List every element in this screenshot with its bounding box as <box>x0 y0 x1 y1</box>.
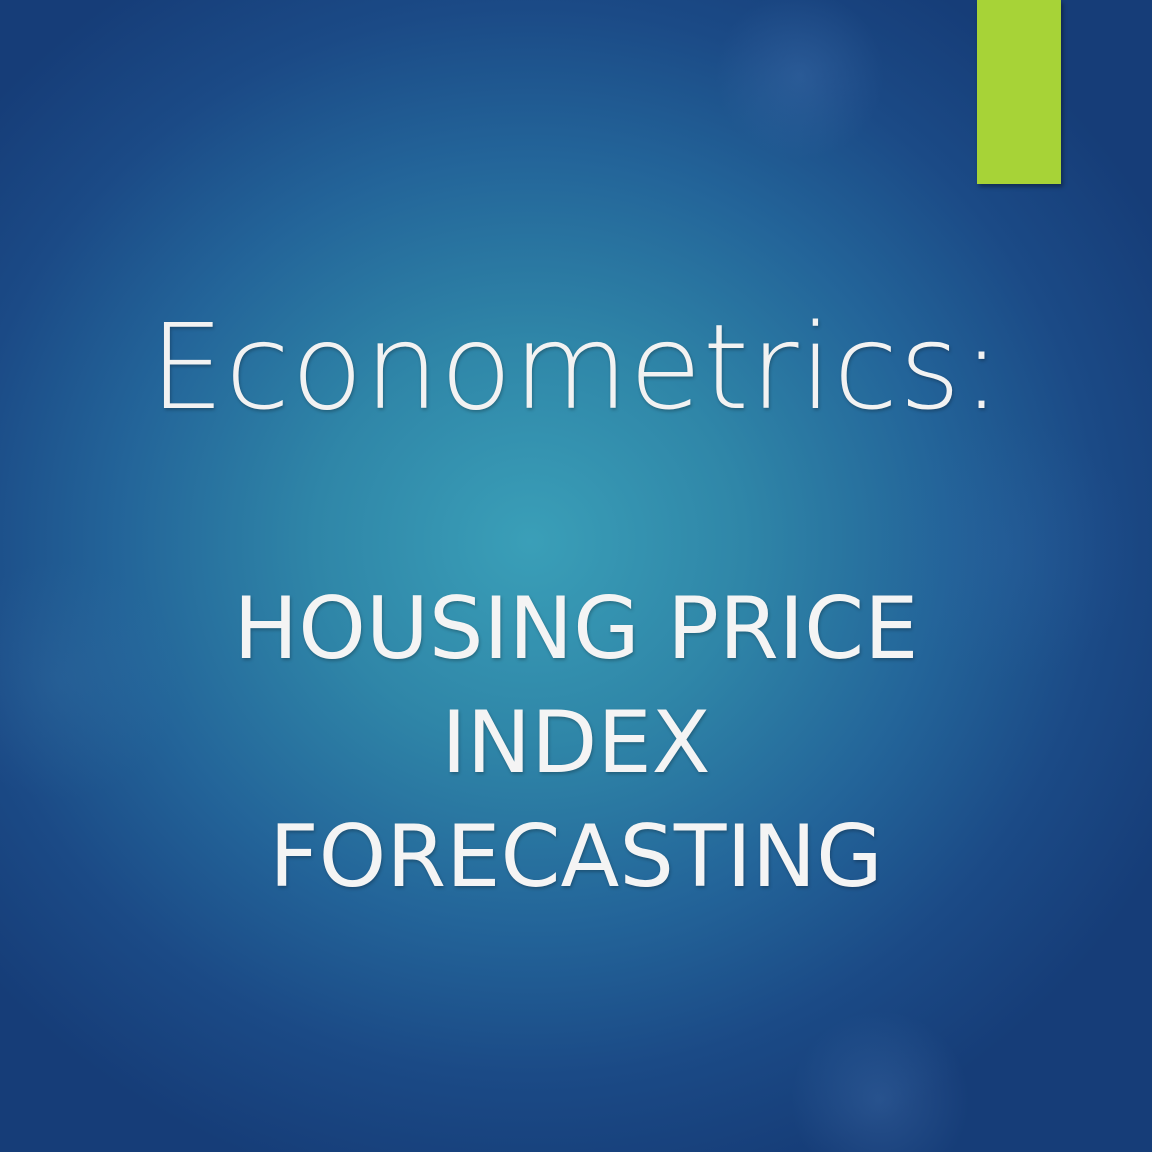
subtitle-line: HOUSING PRICE <box>233 579 919 679</box>
subtitle-line: FORECASTING <box>269 807 883 907</box>
background-bokeh-circle <box>715 0 885 160</box>
slide-subtitle: HOUSING PRICE INDEX FORECASTING <box>0 572 1152 914</box>
accent-bar <box>977 0 1061 184</box>
slide-title: Econometrics: <box>149 298 1003 436</box>
background-bokeh-circle <box>790 1010 970 1152</box>
subtitle-line: INDEX <box>441 693 711 793</box>
